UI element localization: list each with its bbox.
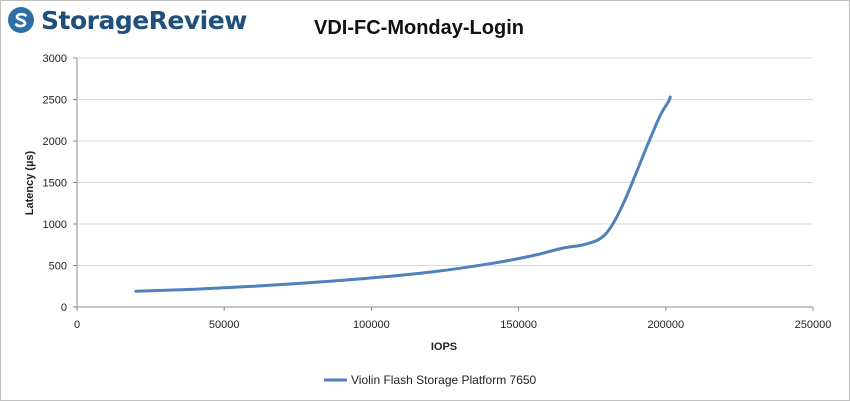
y-tick-label-500: 500: [49, 261, 67, 273]
y-tick-label-2000: 2000: [43, 136, 67, 148]
y-tick-labels: 0 500 1000 1500 2000 2500 3000: [43, 53, 67, 314]
axes: [73, 57, 814, 311]
x-tick-label-150000: 150000: [500, 319, 537, 331]
x-axis-title: IOPS: [431, 341, 457, 353]
series-lines: [134, 95, 672, 293]
y-tick-label-1000: 1000: [43, 219, 67, 231]
gridlines: [77, 57, 813, 266]
y-axis-title: Latency (µs): [24, 150, 36, 215]
x-tick-labels: 0 50000 100000 150000 200000 250000: [74, 319, 831, 331]
legend-label: Violin Flash Storage Platform 7650: [351, 373, 537, 387]
chart-title: VDI-FC-Monday-Login: [314, 17, 524, 39]
y-tick-label-3000: 3000: [43, 53, 67, 65]
legend: Violin Flash Storage Platform 7650: [324, 373, 537, 387]
x-tick-label-0: 0: [74, 319, 80, 331]
x-tick-label-200000: 200000: [647, 319, 684, 331]
x-tick-label-250000: 250000: [795, 319, 832, 331]
x-tick-label-100000: 100000: [353, 319, 390, 331]
y-tick-label-1500: 1500: [43, 178, 67, 190]
brand-logo-text: StorageReview: [41, 5, 247, 35]
y-tick-label-2500: 2500: [43, 95, 67, 107]
x-tick-label-50000: 50000: [209, 319, 240, 331]
brand-logo: StorageReview: [7, 3, 247, 37]
storagereview-s-logo-icon: [8, 7, 34, 33]
series-line-0: [134, 95, 672, 293]
y-tick-label-0: 0: [61, 302, 67, 314]
